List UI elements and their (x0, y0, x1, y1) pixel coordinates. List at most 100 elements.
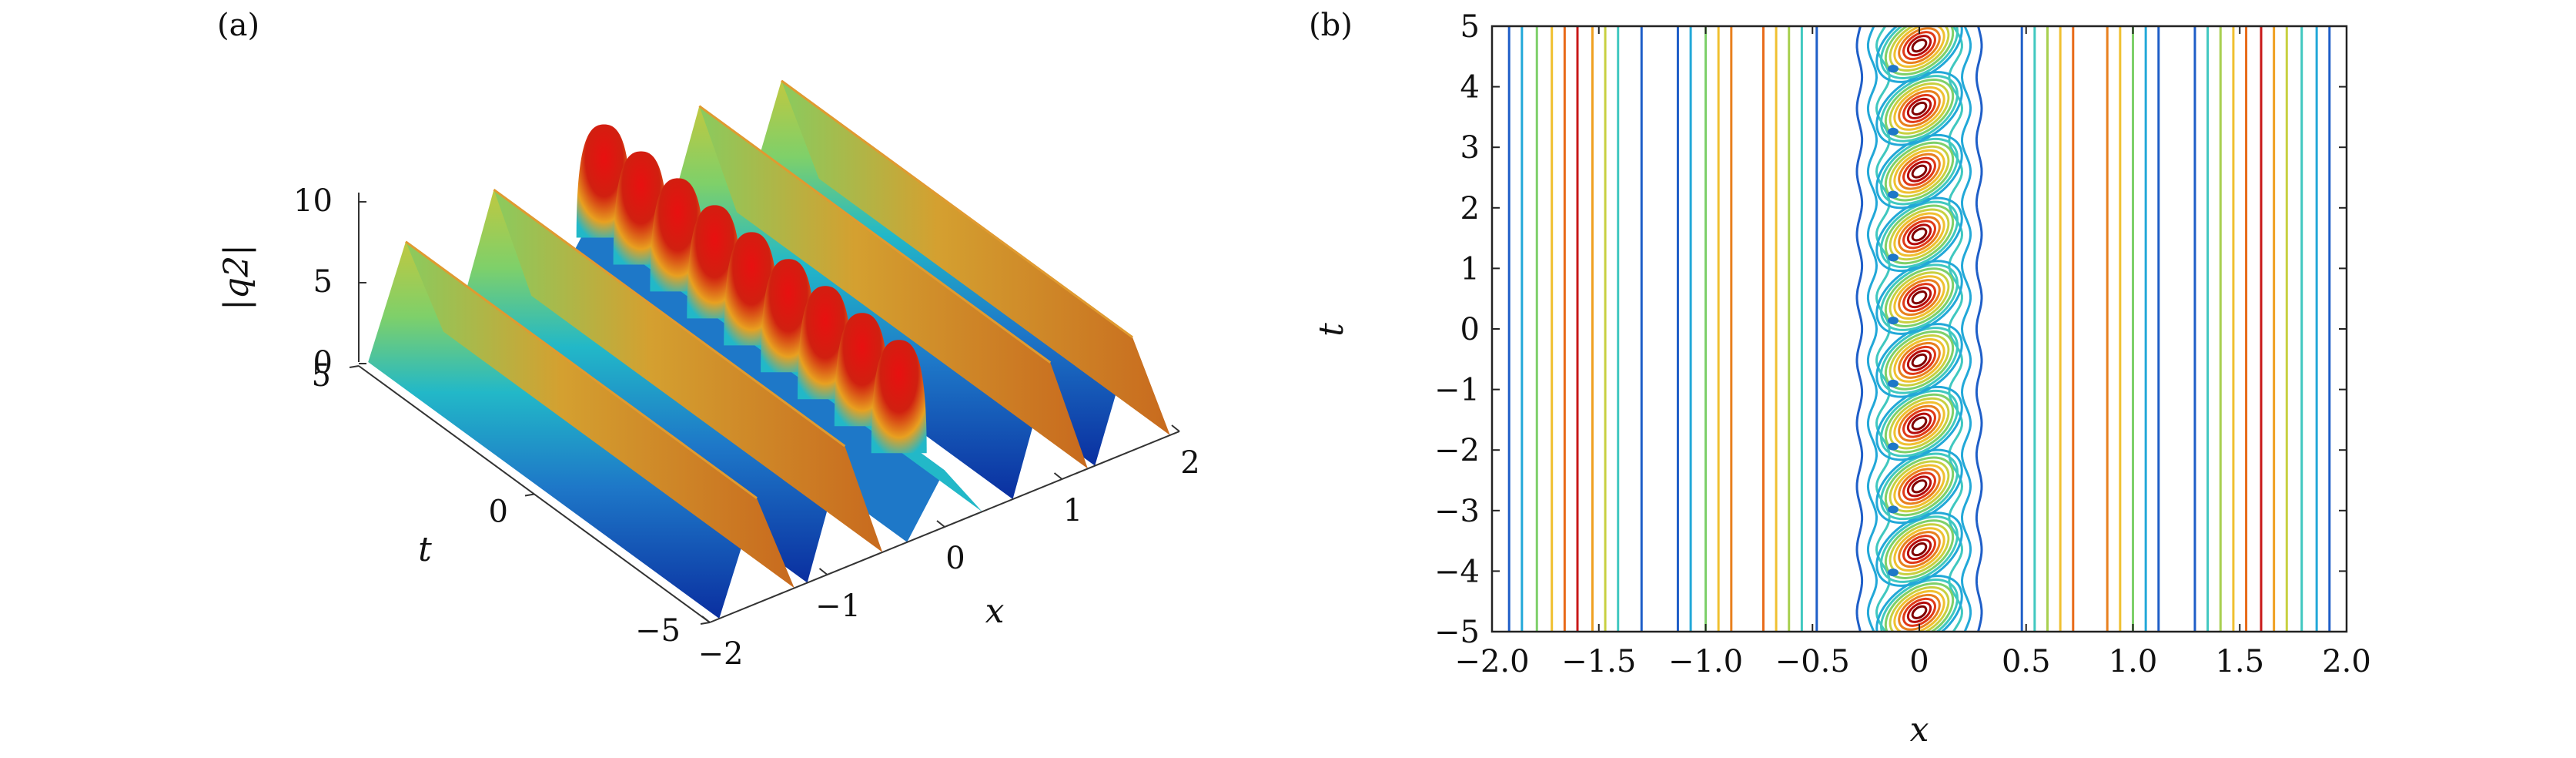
breather-contour (1880, 579, 1959, 632)
breather-contour (1898, 593, 1941, 631)
breather-contour (1898, 216, 1941, 253)
breather-contour (1911, 227, 1928, 242)
y-tick-label-b: −3 (1434, 494, 1480, 529)
panel-b-contour-plot: (b) −2.0 −1.5 −1.0 −0.5 0 0.5 1.0 1.5 2.0−5−4−3−… (1309, 8, 2371, 750)
t-axis-label-b: t (1312, 323, 1351, 337)
t-tick-label: 5 (312, 358, 331, 394)
breather-contour (1875, 575, 1963, 632)
breather-contour-group (1875, 385, 1963, 461)
contour-wavy (1866, 26, 1878, 632)
breather-contour-group (1875, 26, 1963, 83)
breather-contour (1875, 511, 1963, 587)
x-tick-label: 0 (945, 541, 965, 576)
breather-contour (1880, 137, 1959, 206)
breather-contour (1898, 279, 1941, 317)
breather-contour (1875, 385, 1963, 461)
breather-contour (1902, 408, 1936, 438)
x-tick (818, 568, 828, 575)
breather-contour (1875, 448, 1963, 525)
breather-contour (1906, 349, 1932, 371)
breather-contour (1911, 353, 1928, 367)
y-tick-label-b: 0 (1460, 312, 1480, 347)
breather-contour (1906, 97, 1932, 119)
breather-dip (1888, 190, 1899, 199)
breather-contour (1880, 200, 1959, 269)
y-tick-label-b: −2 (1434, 433, 1480, 468)
breather-contour-group (1875, 133, 1963, 210)
breather-contour (1880, 452, 1959, 521)
breather-contour (1906, 475, 1932, 498)
breather-contour (1898, 468, 1941, 505)
panel-b-ticks: −2.0 −1.5 −1.0 −0.5 0 0.5 1.0 1.5 2.0 −5 −4 −3 −2 −1 0… (1434, 9, 2371, 679)
ridge-x--0.85 (456, 188, 883, 583)
breather-dip (1888, 379, 1899, 387)
breather-contour-group (1875, 260, 1963, 335)
panel-a-label: (a) (217, 8, 259, 43)
y-tick-label-b: −1 (1434, 373, 1480, 408)
breather-contour (1880, 75, 1959, 143)
ridge-right-face (493, 190, 883, 552)
breather-dip (1888, 253, 1899, 262)
breather-contour (1898, 27, 1941, 65)
t-tick-label: −5 (635, 613, 681, 649)
breather-contour (1893, 337, 1945, 383)
breather-contour (1898, 341, 1941, 379)
z-tick-label: 10 (293, 183, 333, 219)
breather-contour (1906, 538, 1932, 561)
t-tick (700, 622, 711, 625)
breather-contour-group (1875, 196, 1963, 273)
breather-contour (1893, 26, 1945, 69)
breather-contour (1893, 464, 1945, 509)
breather-contour (1893, 212, 1945, 257)
breather-contour-group (1875, 323, 1963, 398)
breather-contour (1875, 133, 1963, 210)
breather-contour (1898, 404, 1941, 442)
breather-contour-group (1875, 71, 1963, 146)
breather-contour (1880, 515, 1959, 583)
breather-dip (1888, 65, 1899, 73)
breather-contour (1889, 460, 1950, 513)
breather-contour (1880, 263, 1959, 331)
breather-contour (1889, 523, 1950, 575)
x-tick-label-b: −0.5 (1775, 644, 1850, 679)
breather-contour (1898, 153, 1941, 190)
breather-contour (1902, 597, 1936, 627)
breather-dip (1892, 631, 1895, 632)
breather-contour (1902, 220, 1936, 250)
x-tick-label-b: 0 (1909, 644, 1929, 679)
y-tick-label-b: −4 (1434, 554, 1480, 589)
breather-contour (1911, 416, 1928, 431)
contour-wavy (1875, 26, 1891, 632)
breather-contour (1875, 260, 1963, 335)
ridge-crest (493, 188, 846, 448)
breather-contour (1902, 345, 1936, 375)
breather-contour (1893, 401, 1945, 446)
x-tick-label: −1 (815, 589, 861, 624)
breather-contour (1906, 601, 1932, 623)
breather-contour (1880, 389, 1959, 458)
y-tick-label-b: 4 (1460, 70, 1480, 106)
contour-wavy (1948, 26, 1964, 632)
breather-dip (1888, 568, 1899, 577)
breather-contour (1906, 223, 1932, 246)
x-tick-label-b: −1.5 (1561, 644, 1636, 679)
x-tick (701, 615, 711, 623)
t-tick (349, 365, 360, 368)
t-tick-label: 0 (489, 495, 508, 530)
y-tick-label-b: 2 (1460, 191, 1480, 226)
breather-contour (1902, 283, 1936, 313)
ridge-crest (405, 240, 758, 499)
x-tick-label-b: 0.5 (2002, 644, 2051, 679)
contour-wavy (1855, 26, 1864, 632)
breather-contour (1880, 327, 1959, 394)
ridge-crest (781, 79, 1133, 339)
x-tick-label-b: −1.0 (1668, 644, 1743, 679)
breather-contour (1875, 196, 1963, 273)
breather-contour (1893, 149, 1945, 194)
y-tick-label-b: 3 (1460, 130, 1480, 166)
z-tick-label: 0 (313, 345, 333, 381)
breather-contour (1911, 479, 1928, 494)
x-tick (936, 520, 945, 528)
x-tick (1171, 424, 1180, 432)
x-ticks-a: −2 −1 0 1 2 (698, 424, 1200, 672)
